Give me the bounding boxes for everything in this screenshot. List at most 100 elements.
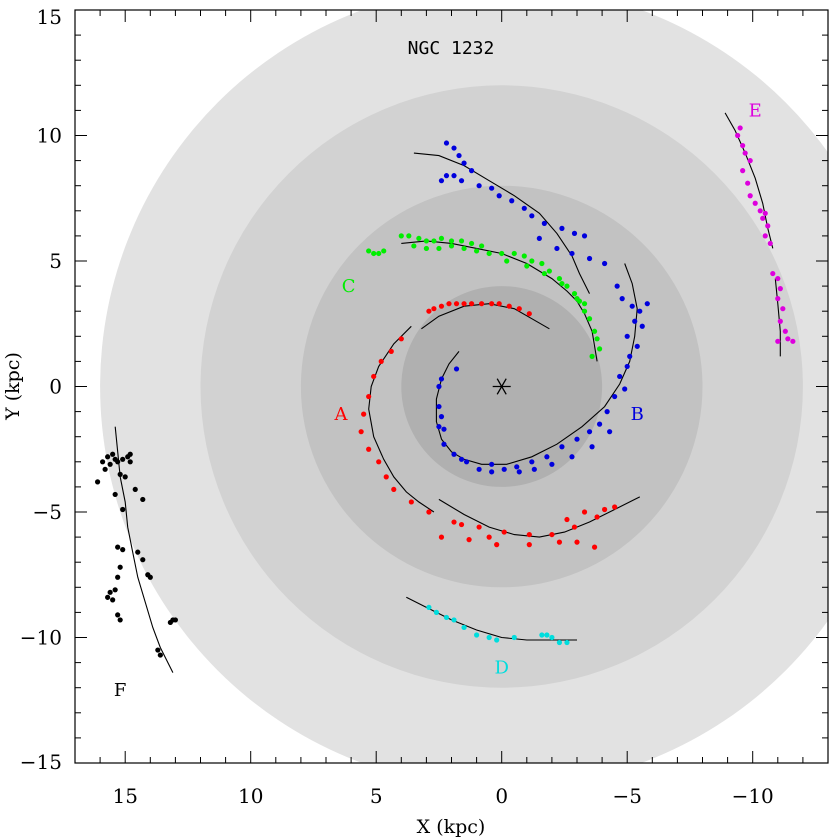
series-b xyxy=(436,140,650,475)
point-c-42 xyxy=(581,301,588,307)
point-b-15 xyxy=(541,220,547,226)
point-d-0 xyxy=(426,604,432,610)
point-c-4 xyxy=(398,233,404,239)
point-d-9 xyxy=(539,632,545,638)
point-a-14 xyxy=(388,348,394,354)
point-b-22 xyxy=(586,255,593,262)
point-c-23 xyxy=(521,253,527,259)
point-b-29 xyxy=(632,318,638,324)
point-a-31 xyxy=(571,524,578,530)
fit-curve-a-1 xyxy=(368,325,435,513)
tick-labels: 15 10 5 0 −5 −10 15 10 5 0 −5 −10 −15 xyxy=(20,5,774,808)
point-a-15 xyxy=(378,358,384,364)
point-a-11 xyxy=(516,306,522,312)
point-c-29 xyxy=(571,291,578,297)
point-a-12 xyxy=(526,311,532,317)
point-b-45 xyxy=(514,464,520,470)
point-a-30 xyxy=(549,531,555,538)
point-f-5 xyxy=(115,459,121,465)
point-a-45 xyxy=(486,534,492,540)
point-a-26 xyxy=(451,519,457,525)
series-f xyxy=(94,451,178,658)
y-tick-label: −10 xyxy=(20,626,62,650)
point-a-9 xyxy=(496,301,502,307)
x-tick-label: −5 xyxy=(612,784,641,808)
point-f-27 xyxy=(110,597,116,603)
point-b-34 xyxy=(624,363,630,370)
point-a-13 xyxy=(398,336,404,342)
point-a-34 xyxy=(438,534,445,540)
point-d-12 xyxy=(556,639,563,646)
point-b-7 xyxy=(451,173,457,179)
fit-curve-b-3 xyxy=(413,152,590,294)
point-a-2 xyxy=(438,303,445,309)
point-c-33 xyxy=(591,328,598,334)
point-a-18 xyxy=(361,411,367,417)
y-axis-title: Y (kpc) xyxy=(2,352,24,421)
point-f-3 xyxy=(110,451,116,457)
point-f-11 xyxy=(122,474,128,480)
point-c-7 xyxy=(423,238,429,244)
point-e-1 xyxy=(740,142,746,149)
point-a-0 xyxy=(426,308,432,314)
point-a-20 xyxy=(366,446,372,452)
axis-ticks xyxy=(74,9,829,764)
point-c-9 xyxy=(438,235,445,242)
point-c-1 xyxy=(371,250,377,257)
point-e-13 xyxy=(770,270,776,277)
point-b-3 xyxy=(461,160,467,166)
point-b-13 xyxy=(521,205,527,211)
point-d-7 xyxy=(494,637,500,643)
point-e-12 xyxy=(767,240,773,247)
point-f-8 xyxy=(127,459,133,465)
point-a-40 xyxy=(591,544,598,550)
arm-labels: A B C D E F xyxy=(114,100,762,701)
point-a-25 xyxy=(426,509,432,515)
point-f-0 xyxy=(94,479,101,485)
series-a xyxy=(358,301,618,550)
point-b-25 xyxy=(619,296,625,302)
point-c-24 xyxy=(529,258,535,264)
point-a-33 xyxy=(612,504,618,510)
point-d-1 xyxy=(433,609,440,616)
point-f-33 xyxy=(155,647,161,653)
point-f-28 xyxy=(115,612,121,618)
point-b-2 xyxy=(456,152,462,159)
fit-curve-a-2 xyxy=(438,496,641,538)
y-tick-label: 0 xyxy=(49,375,62,399)
point-e-0 xyxy=(735,132,741,139)
point-c-27 xyxy=(556,275,563,282)
point-f-16 xyxy=(115,544,121,550)
point-c-14 xyxy=(411,243,417,249)
arm-label-f: F xyxy=(114,680,127,701)
point-e-19 xyxy=(782,328,788,334)
point-c-31 xyxy=(581,308,588,314)
point-b-52 xyxy=(436,424,442,430)
point-c-21 xyxy=(499,250,505,257)
point-e-7 xyxy=(752,200,758,206)
point-b-55 xyxy=(438,376,445,382)
point-a-32 xyxy=(594,514,600,520)
point-f-1 xyxy=(100,459,106,465)
point-f-15 xyxy=(120,506,126,513)
point-c-17 xyxy=(448,243,455,249)
point-b-17 xyxy=(571,230,578,236)
point-a-8 xyxy=(489,301,495,307)
point-c-3 xyxy=(381,248,387,254)
fit-curve-d-6 xyxy=(406,596,577,641)
point-c-38 xyxy=(524,263,530,269)
point-b-56 xyxy=(453,366,460,372)
x-tick-label: −10 xyxy=(732,784,774,808)
point-b-57 xyxy=(607,429,613,435)
point-c-2 xyxy=(376,250,382,257)
point-e-3 xyxy=(747,158,753,164)
point-a-29 xyxy=(526,531,532,538)
y-tick-label: 5 xyxy=(49,249,62,273)
point-b-32 xyxy=(634,343,640,349)
point-e-9 xyxy=(760,215,766,221)
point-f-21 xyxy=(147,574,153,580)
point-e-10 xyxy=(765,223,771,229)
point-a-10 xyxy=(506,303,512,309)
point-b-35 xyxy=(617,373,623,380)
